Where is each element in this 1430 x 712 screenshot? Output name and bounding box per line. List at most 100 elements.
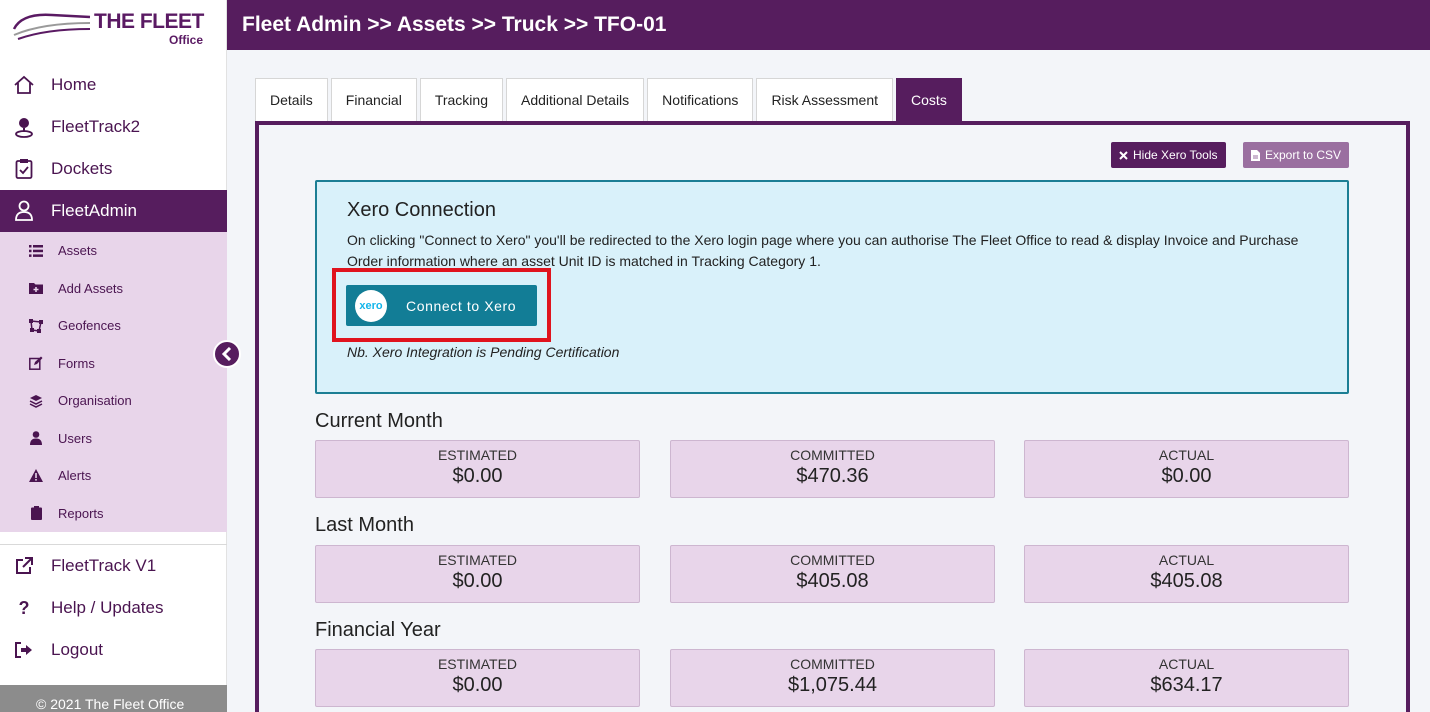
card-last-estimated: ESTIMATED $0.00	[315, 545, 640, 603]
tab-tracking[interactable]: Tracking	[419, 78, 503, 121]
nav-label-help: Help / Updates	[51, 598, 164, 617]
list-icon	[29, 244, 43, 258]
nav-label-fleetadmin: FleetAdmin	[51, 201, 137, 220]
nav-item-home[interactable]: Home	[0, 64, 227, 106]
edit-icon	[29, 356, 43, 371]
question-icon: ?	[18, 597, 30, 618]
chevron-left-icon	[221, 347, 232, 361]
card-label: ESTIMATED	[437, 552, 518, 568]
user-icon	[29, 431, 43, 446]
sidebar-item-add-assets[interactable]: Add Assets	[0, 270, 227, 308]
nav-item-fleettrack2[interactable]: FleetTrack2	[0, 106, 227, 148]
card-current-estimated: ESTIMATED $0.00	[315, 440, 640, 498]
nav-label-home: Home	[51, 75, 97, 94]
home-icon	[13, 74, 35, 96]
card-value: $0.00	[452, 674, 503, 696]
sidebar-item-reports[interactable]: Reports	[0, 495, 227, 533]
user-gear-icon	[13, 200, 35, 222]
sidebar-item-alerts[interactable]: Alerts	[0, 457, 227, 495]
card-last-actual: ACTUAL $405.08	[1024, 545, 1349, 603]
breadcrumb: Fleet Admin >> Assets >> Truck >> TFO-01	[227, 0, 1430, 50]
connect-to-xero-label: Connect to Xero	[406, 297, 517, 314]
card-current-committed: COMMITTED $470.36	[670, 440, 995, 498]
card-label: ACTUAL	[1158, 552, 1215, 568]
export-csv-label: Export to CSV	[1265, 148, 1342, 162]
card-current-actual: ACTUAL $0.00	[1024, 440, 1349, 498]
sidebar-item-geofences[interactable]: Geofences	[0, 307, 227, 345]
hide-xero-tools-label: Hide Xero Tools	[1133, 148, 1218, 162]
highlight-box	[332, 268, 551, 342]
sidebar-item-organisation[interactable]: Organisation	[0, 382, 227, 420]
sidebar-label-alerts: Alerts	[58, 468, 92, 484]
card-label: ACTUAL	[1158, 656, 1215, 672]
layers-icon	[29, 394, 43, 408]
card-label: COMMITTED	[790, 656, 875, 672]
card-value: $0.00	[452, 570, 503, 592]
xero-logo-icon: xero	[355, 289, 387, 322]
card-label: ESTIMATED	[437, 447, 518, 463]
nav-item-help[interactable]: ? Help / Updates	[0, 587, 227, 629]
sidebar-label-organisation: Organisation	[58, 393, 132, 409]
card-value: $470.36	[796, 465, 869, 487]
card-fy-actual: ACTUAL $634.17	[1024, 649, 1349, 707]
logo-title: THE FLEET	[94, 10, 204, 33]
xero-title: Xero Connection	[347, 199, 496, 221]
card-value: $634.17	[1150, 674, 1223, 696]
secondary-nav: FleetTrack V1 ? Help / Updates Logout	[0, 544, 227, 671]
section-title-current-month: Current Month	[315, 410, 443, 432]
clipboard-icon	[29, 506, 43, 521]
clipboard-check-icon	[13, 158, 35, 180]
nav-label-logout: Logout	[51, 640, 103, 659]
logo-subtitle: Office	[169, 33, 204, 47]
draw-polygon-icon	[29, 318, 43, 333]
tab-risk-assessment[interactable]: Risk Assessment	[756, 78, 894, 121]
costs-panel: Hide Xero Tools Export to CSV Xero Conne…	[255, 121, 1410, 712]
sidebar-item-forms[interactable]: Forms	[0, 345, 227, 383]
collapse-sidebar-button[interactable]	[213, 340, 241, 368]
nav-label-fleettrack2: FleetTrack2	[51, 117, 141, 136]
main-nav: Home FleetTrack2 Dockets FleetAdmin	[0, 64, 227, 532]
xero-connection-box: Xero Connection On clicking "Connect to …	[315, 180, 1349, 394]
nav-item-fleetadmin[interactable]: FleetAdmin	[0, 190, 227, 232]
tab-notifications[interactable]: Notifications	[647, 78, 754, 121]
truck-logo-icon	[12, 13, 91, 40]
xero-description: On clicking "Connect to Xero" you'll be …	[347, 232, 1299, 269]
sidebar-divider	[0, 544, 227, 545]
card-label: ESTIMATED	[437, 656, 518, 672]
external-link-icon	[13, 555, 35, 577]
sidebar-label-add-assets: Add Assets	[58, 280, 124, 296]
nav-label-dockets: Dockets	[51, 159, 113, 178]
tab-details[interactable]: Details	[255, 78, 328, 121]
nav-label-fleettrack-v1: FleetTrack V1	[51, 556, 157, 575]
sidebar-label-geofences: Geofences	[58, 318, 121, 334]
tab-additional-details[interactable]: Additional Details	[506, 78, 645, 121]
nav-item-fleettrack-v1[interactable]: FleetTrack V1	[0, 545, 227, 587]
tab-costs[interactable]: Costs	[896, 78, 962, 121]
nav-item-logout[interactable]: Logout	[0, 629, 227, 671]
sidebar-label-users: Users	[58, 430, 92, 446]
map-pin-icon	[13, 116, 35, 138]
card-fy-committed: COMMITTED $1,075.44	[670, 649, 995, 707]
sidebar-label-reports: Reports	[58, 505, 104, 521]
sidebar-item-assets[interactable]: Assets	[0, 232, 227, 270]
section-title-last-month: Last Month	[315, 514, 414, 536]
sidebar-item-users[interactable]: Users	[0, 420, 227, 458]
card-value: $405.08	[1150, 570, 1223, 592]
card-label: COMMITTED	[790, 552, 875, 568]
card-value: $1,075.44	[788, 674, 877, 696]
connect-to-xero-button[interactable]: xero Connect to Xero	[346, 285, 537, 326]
copyright-footer: © 2021 The Fleet Office	[0, 685, 227, 712]
hide-xero-tools-button[interactable]: Hide Xero Tools	[1111, 142, 1226, 168]
card-last-committed: COMMITTED $405.08	[670, 545, 995, 603]
card-value: $405.08	[796, 570, 869, 592]
sidebar-label-forms: Forms	[58, 355, 95, 371]
card-value: $0.00	[1161, 465, 1212, 487]
file-icon	[1251, 149, 1260, 161]
card-fy-estimated: ESTIMATED $0.00	[315, 649, 640, 707]
logo[interactable]: THE FLEET Office	[0, 0, 226, 50]
xero-note: Nb. Xero Integration is Pending Certific…	[347, 344, 620, 360]
nav-item-dockets[interactable]: Dockets	[0, 148, 227, 190]
tab-financial[interactable]: Financial	[330, 78, 417, 121]
export-csv-button[interactable]: Export to CSV	[1243, 142, 1350, 168]
sign-out-icon	[13, 639, 35, 661]
